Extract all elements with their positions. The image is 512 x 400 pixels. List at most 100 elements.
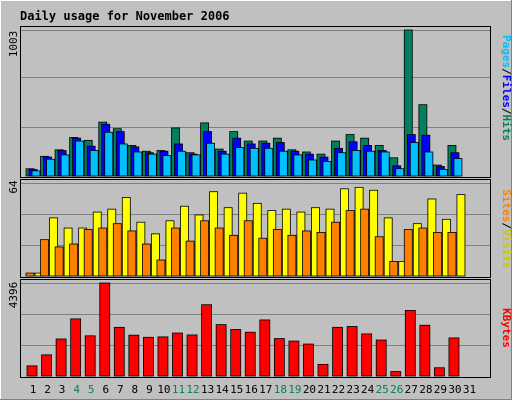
x-tick-label: 14 [216,383,230,396]
bar-kbytes-13 [201,304,213,377]
bar-sites-6 [98,227,108,277]
bar-sites-2 [40,239,49,277]
bar-kbytes-4 [70,318,82,377]
bar-kbytes-27 [404,310,416,377]
bar-sites-12 [185,240,195,277]
bar-kbytes-25 [375,339,387,377]
x-tick-label: 17 [259,383,272,396]
bar-kbytes-21 [317,363,329,377]
bar-pages-6 [104,131,114,177]
bar-sites-5 [83,229,93,277]
bar-sites-13 [200,220,210,277]
x-tick-label: 23 [346,383,359,396]
bar-kbytes-18 [273,338,285,377]
bar-sites-11 [171,227,180,277]
bar-sites-22 [331,221,340,277]
x-tick-label: 9 [146,383,153,396]
bar-pages-19 [293,154,303,177]
legend-sep-2: / [500,108,512,115]
bar-pages-11 [177,150,186,177]
bar-sites-10 [156,259,166,277]
bar-sites-20 [302,230,311,277]
svg-text:Pages/Files/Hits: Pages/Files/Hits [500,35,512,141]
x-tick-label: 8 [132,383,139,396]
bar-sites-19 [287,234,297,277]
bar-pages-12 [191,154,201,177]
bar-pages-14 [220,153,230,177]
bar-kbytes-22 [332,326,343,377]
bar-sites-21 [316,232,326,277]
bar-kbytes-8 [128,334,140,377]
bar-visits-9 [150,233,160,277]
bars [25,29,466,377]
x-tick-label: 12 [186,383,199,396]
legend-kbytes: KBytes [500,308,512,348]
bar-sites-16 [243,220,253,277]
bar-kbytes-2 [41,354,52,377]
x-tick-label: 13 [201,383,214,396]
x-tick-label: 19 [288,383,301,396]
x-tick-label: 24 [361,383,375,396]
bar-kbytes-3 [55,338,67,377]
bar-kbytes-6 [99,282,111,377]
bar-sites-29 [432,232,442,277]
x-tick-label: 5 [88,383,95,396]
bar-sites-30 [447,232,457,277]
bar-kbytes-14 [215,324,227,377]
bar-kbytes-29 [433,367,445,377]
bar-sites-7 [112,223,122,277]
bar-kbytes-26 [390,371,402,377]
bar-kbytes-15 [230,329,242,377]
bar-pages-8 [133,151,143,177]
bar-pages-28 [424,151,434,177]
x-tick-label: 16 [245,383,258,396]
bar-kbytes-12 [186,334,198,377]
bar-pages-16 [249,147,259,177]
chart-title: Daily usage for November 2006 [20,9,230,23]
bar-kbytes-7 [113,326,125,377]
x-axis-labels: 1 2 3 4 5 6 7 8 9 10 11 12 13 14 15 16 17 18 19 20 21 22 23 24 2… [30,383,476,396]
bar-pages-21 [322,161,332,177]
bar-sites-3 [54,246,64,277]
bar-pages-29 [438,169,448,177]
legend-files: Files [500,75,512,108]
bar-visits-30 [456,194,466,277]
x-tick-label: 30 [448,383,461,396]
x-tick-label: 18 [274,383,287,396]
legend-sep-3: / [500,222,512,229]
bar-pages-27 [409,142,419,177]
bar-pages-9 [147,153,157,177]
ymax-label-kbytes: 4396 [7,282,20,309]
x-tick-label: 4 [73,383,80,396]
x-tick-label: 7 [117,383,124,396]
bar-kbytes-24 [361,333,373,377]
bar-kbytes-17 [259,319,271,377]
legend-visits: Visits [500,229,512,269]
x-tick-label: 15 [230,383,243,396]
x-tick-label: 27 [405,383,418,396]
bar-pages-30 [453,158,463,177]
legend-top: Pages/Files/Hits [500,35,512,141]
bar-pages-3 [60,154,70,177]
x-tick-label: 29 [434,383,447,396]
bar-kbytes-9 [142,336,154,377]
bar-sites-14 [214,227,224,277]
bar-kbytes-23 [346,326,358,377]
ymax-label-visits: 64 [7,180,20,194]
bar-pages-26 [395,168,405,177]
bar-sites-18 [272,229,282,277]
bar-kbytes-28 [419,324,431,377]
bar-pages-13 [206,142,216,177]
bar-sites-26 [389,261,399,277]
ymax-label-hits: 1003 [7,31,20,58]
bar-sites-17 [258,237,268,277]
bar-sites-1 [25,272,35,277]
bar-sites-23 [345,210,355,277]
bar-sites-8 [127,230,137,277]
bar-visits-24 [369,189,379,277]
bar-kbytes-30 [448,337,460,377]
bar-kbytes-1 [26,365,38,377]
bar-sites-27 [403,229,413,277]
bar-sites-9 [141,243,151,277]
